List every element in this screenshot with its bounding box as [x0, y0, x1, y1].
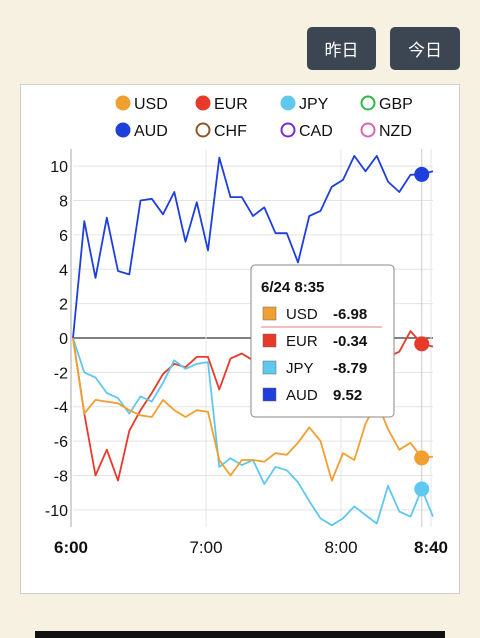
- y-tick-label: 0: [59, 331, 68, 348]
- legend-label-jpy: JPY: [299, 96, 329, 113]
- cursor-dot-usd: [414, 450, 430, 466]
- x-tick-label: 7:00: [189, 538, 222, 557]
- legend-marker-aud: [115, 122, 131, 138]
- tooltip-value-aud: 9.52: [333, 387, 362, 404]
- tooltip-title: 6/24 8:35: [261, 279, 324, 296]
- tooltip-label-eur: EUR: [286, 333, 318, 350]
- yesterday-button[interactable]: 昨日: [307, 27, 376, 70]
- tooltip-swatch-jpy: [262, 360, 277, 375]
- legend-marker-nzd: [360, 122, 376, 138]
- legend-marker-jpy: [280, 95, 296, 111]
- cursor-dot-eur: [414, 336, 430, 352]
- tooltip-label-usd: USD: [286, 306, 318, 323]
- y-tick-label: 6: [59, 228, 68, 245]
- tooltip-swatch-usd: [262, 306, 277, 321]
- y-tick-label: 2: [59, 297, 68, 314]
- legend-marker-gbp: [360, 95, 376, 111]
- x-tick-label: 6:00: [54, 538, 88, 557]
- y-tick-label: 8: [59, 194, 68, 211]
- tooltip-swatch-aud: [262, 387, 277, 402]
- legend-label-eur: EUR: [214, 96, 248, 113]
- cursor-dot-jpy: [414, 481, 430, 497]
- tooltip-box: [250, 264, 395, 418]
- tooltip-value-usd: -6.98: [333, 306, 367, 323]
- series-line-aud: [72, 155, 434, 339]
- y-tick-label: 4: [59, 262, 68, 279]
- chart-panel[interactable]: USD EUR JPY GBP AUD CHF CAD NZD 10 8 6 4 2 0 -2 -4 -6 -8 -…: [20, 84, 460, 594]
- x-tick-label: 8:40: [414, 538, 448, 557]
- x-tick-label: 8:00: [324, 538, 357, 557]
- tooltip-value-jpy: -8.79: [333, 360, 367, 377]
- legend-label-aud: AUD: [134, 123, 168, 140]
- cursor-dot-aud: [414, 166, 430, 182]
- tooltip-label-jpy: JPY: [286, 360, 314, 377]
- legend-marker-chf: [195, 122, 211, 138]
- tooltip-swatch-eur: [262, 333, 277, 348]
- legend-label-nzd: NZD: [379, 123, 412, 140]
- legend-marker-usd: [115, 95, 131, 111]
- tooltip-label-aud: AUD: [286, 387, 318, 404]
- y-tick-label: -10: [45, 503, 68, 520]
- currency-strength-chart[interactable]: USD EUR JPY GBP AUD CHF CAD NZD 10 8 6 4 2 0 -2 -4 -6 -8 -…: [21, 85, 459, 593]
- y-tick-label: -6: [54, 434, 68, 451]
- legend-marker-eur: [195, 95, 211, 111]
- y-tick-label: -8: [54, 468, 68, 485]
- y-tick-label: 10: [50, 159, 68, 176]
- legend-label-usd: USD: [134, 96, 168, 113]
- legend-label-chf: CHF: [214, 123, 247, 140]
- legend-marker-cad: [280, 122, 296, 138]
- legend-label-cad: CAD: [299, 123, 333, 140]
- y-tick-label: -4: [54, 400, 68, 417]
- tooltip-value-eur: -0.34: [333, 333, 368, 350]
- y-tick-label: -2: [54, 365, 68, 382]
- today-button[interactable]: 今日: [390, 27, 460, 70]
- bottom-bar: [35, 631, 445, 638]
- legend-label-gbp: GBP: [379, 96, 413, 113]
- tooltip: 6/24 8:35 USD -6.98 EUR -0.34 JPY -8.79 AUD 9.52: [250, 264, 395, 418]
